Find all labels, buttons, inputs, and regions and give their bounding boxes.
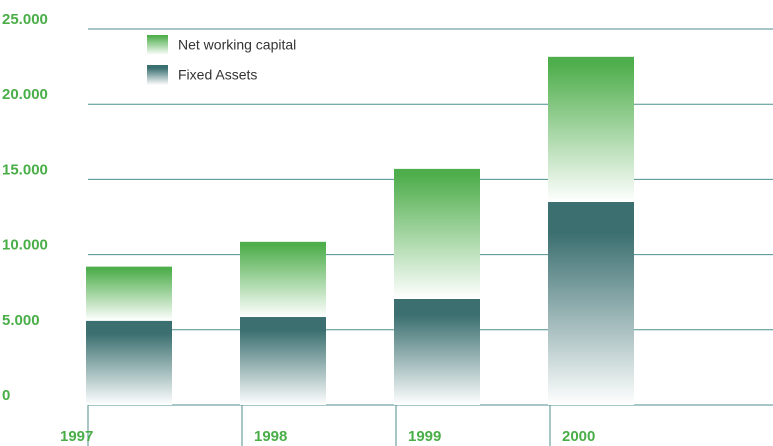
y-tick-label: 25.000 xyxy=(2,11,48,28)
legend-label: Net working capital xyxy=(178,37,296,53)
y-tick-label: 20.000 xyxy=(2,86,48,103)
x-tick-label: 2000 xyxy=(562,428,595,445)
x-tick-label: 1997 xyxy=(60,428,93,445)
legend-swatch xyxy=(147,35,168,55)
bar-segment xyxy=(86,266,172,321)
legend-label: Fixed Assets xyxy=(178,67,257,83)
y-tick-label: 10.000 xyxy=(2,237,48,254)
bar-segment xyxy=(548,201,634,405)
y-tick-label: 0 xyxy=(2,387,10,404)
y-tick-label: 5.000 xyxy=(2,312,40,329)
bar-segment xyxy=(394,168,480,299)
bar-segment xyxy=(240,317,326,405)
bar-segment xyxy=(548,56,634,202)
bar-segment xyxy=(86,320,172,405)
y-tick-label: 15.000 xyxy=(2,161,48,178)
bar-segment xyxy=(240,241,326,318)
bar-segment xyxy=(394,298,480,405)
x-tick-label: 1999 xyxy=(408,428,441,445)
x-tick-label: 1998 xyxy=(254,428,287,445)
legend-swatch xyxy=(147,65,168,85)
